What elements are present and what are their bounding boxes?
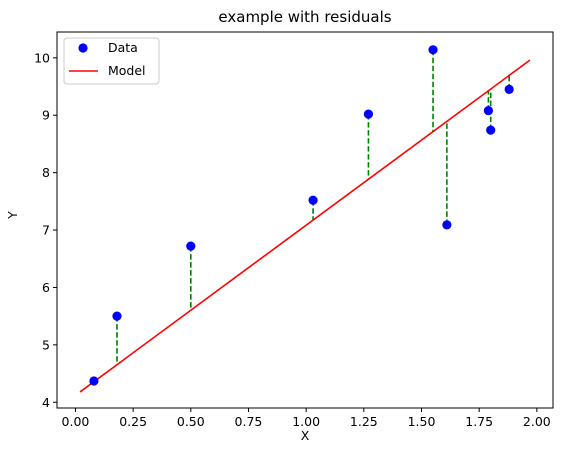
x-axis-ticks: 0.00 0.25 0.50 0.75 1.00 1.25 1.50 1.75 2.00 bbox=[62, 408, 551, 429]
y-tick-label: 9 bbox=[42, 108, 50, 123]
y-axis-label: Y bbox=[5, 211, 20, 220]
data-points bbox=[89, 45, 514, 386]
data-point-2 bbox=[112, 311, 122, 321]
y-axis-ticks: 4 5 6 7 8 9 10 bbox=[34, 50, 57, 410]
y-tick-label: 8 bbox=[42, 165, 50, 180]
legend-data-marker bbox=[78, 43, 88, 53]
data-point-5 bbox=[363, 109, 374, 119]
y-tick-label: 5 bbox=[42, 337, 50, 352]
legend-model-label: Model bbox=[108, 63, 146, 78]
legend-data-label: Data bbox=[108, 40, 138, 55]
model-line bbox=[79, 59, 531, 393]
x-tick-label: 1.50 bbox=[408, 414, 436, 429]
data-point-8 bbox=[483, 106, 494, 116]
x-tick-label: 2.00 bbox=[523, 414, 551, 429]
y-tick-label: 7 bbox=[42, 223, 50, 238]
data-point-3 bbox=[186, 241, 196, 251]
x-tick-label: 1.25 bbox=[350, 414, 378, 429]
data-point-4 bbox=[308, 195, 318, 205]
data-point-10 bbox=[504, 84, 514, 95]
x-tick-label: 0.00 bbox=[62, 414, 90, 429]
x-tick-label: 1.75 bbox=[465, 414, 493, 429]
data-point-1 bbox=[89, 376, 99, 386]
x-tick-label: 0.25 bbox=[119, 414, 147, 429]
x-tick-label: 1.00 bbox=[292, 414, 320, 429]
y-tick-label: 6 bbox=[42, 280, 50, 295]
x-tick-label: 0.75 bbox=[235, 414, 263, 429]
legend-box bbox=[63, 37, 160, 85]
y-tick-label: 4 bbox=[42, 395, 50, 410]
model-line-layer bbox=[79, 59, 531, 393]
legend: Data Model bbox=[63, 37, 160, 85]
x-tick-label: 0.50 bbox=[177, 414, 205, 429]
chart-title: example with residuals bbox=[218, 8, 391, 26]
data-point-7 bbox=[442, 220, 452, 230]
y-tick-label: 10 bbox=[34, 50, 50, 65]
x-axis-label: X bbox=[301, 428, 310, 443]
data-point-6 bbox=[428, 45, 438, 55]
data-point-9 bbox=[486, 125, 496, 135]
plot-frame bbox=[56, 31, 554, 409]
